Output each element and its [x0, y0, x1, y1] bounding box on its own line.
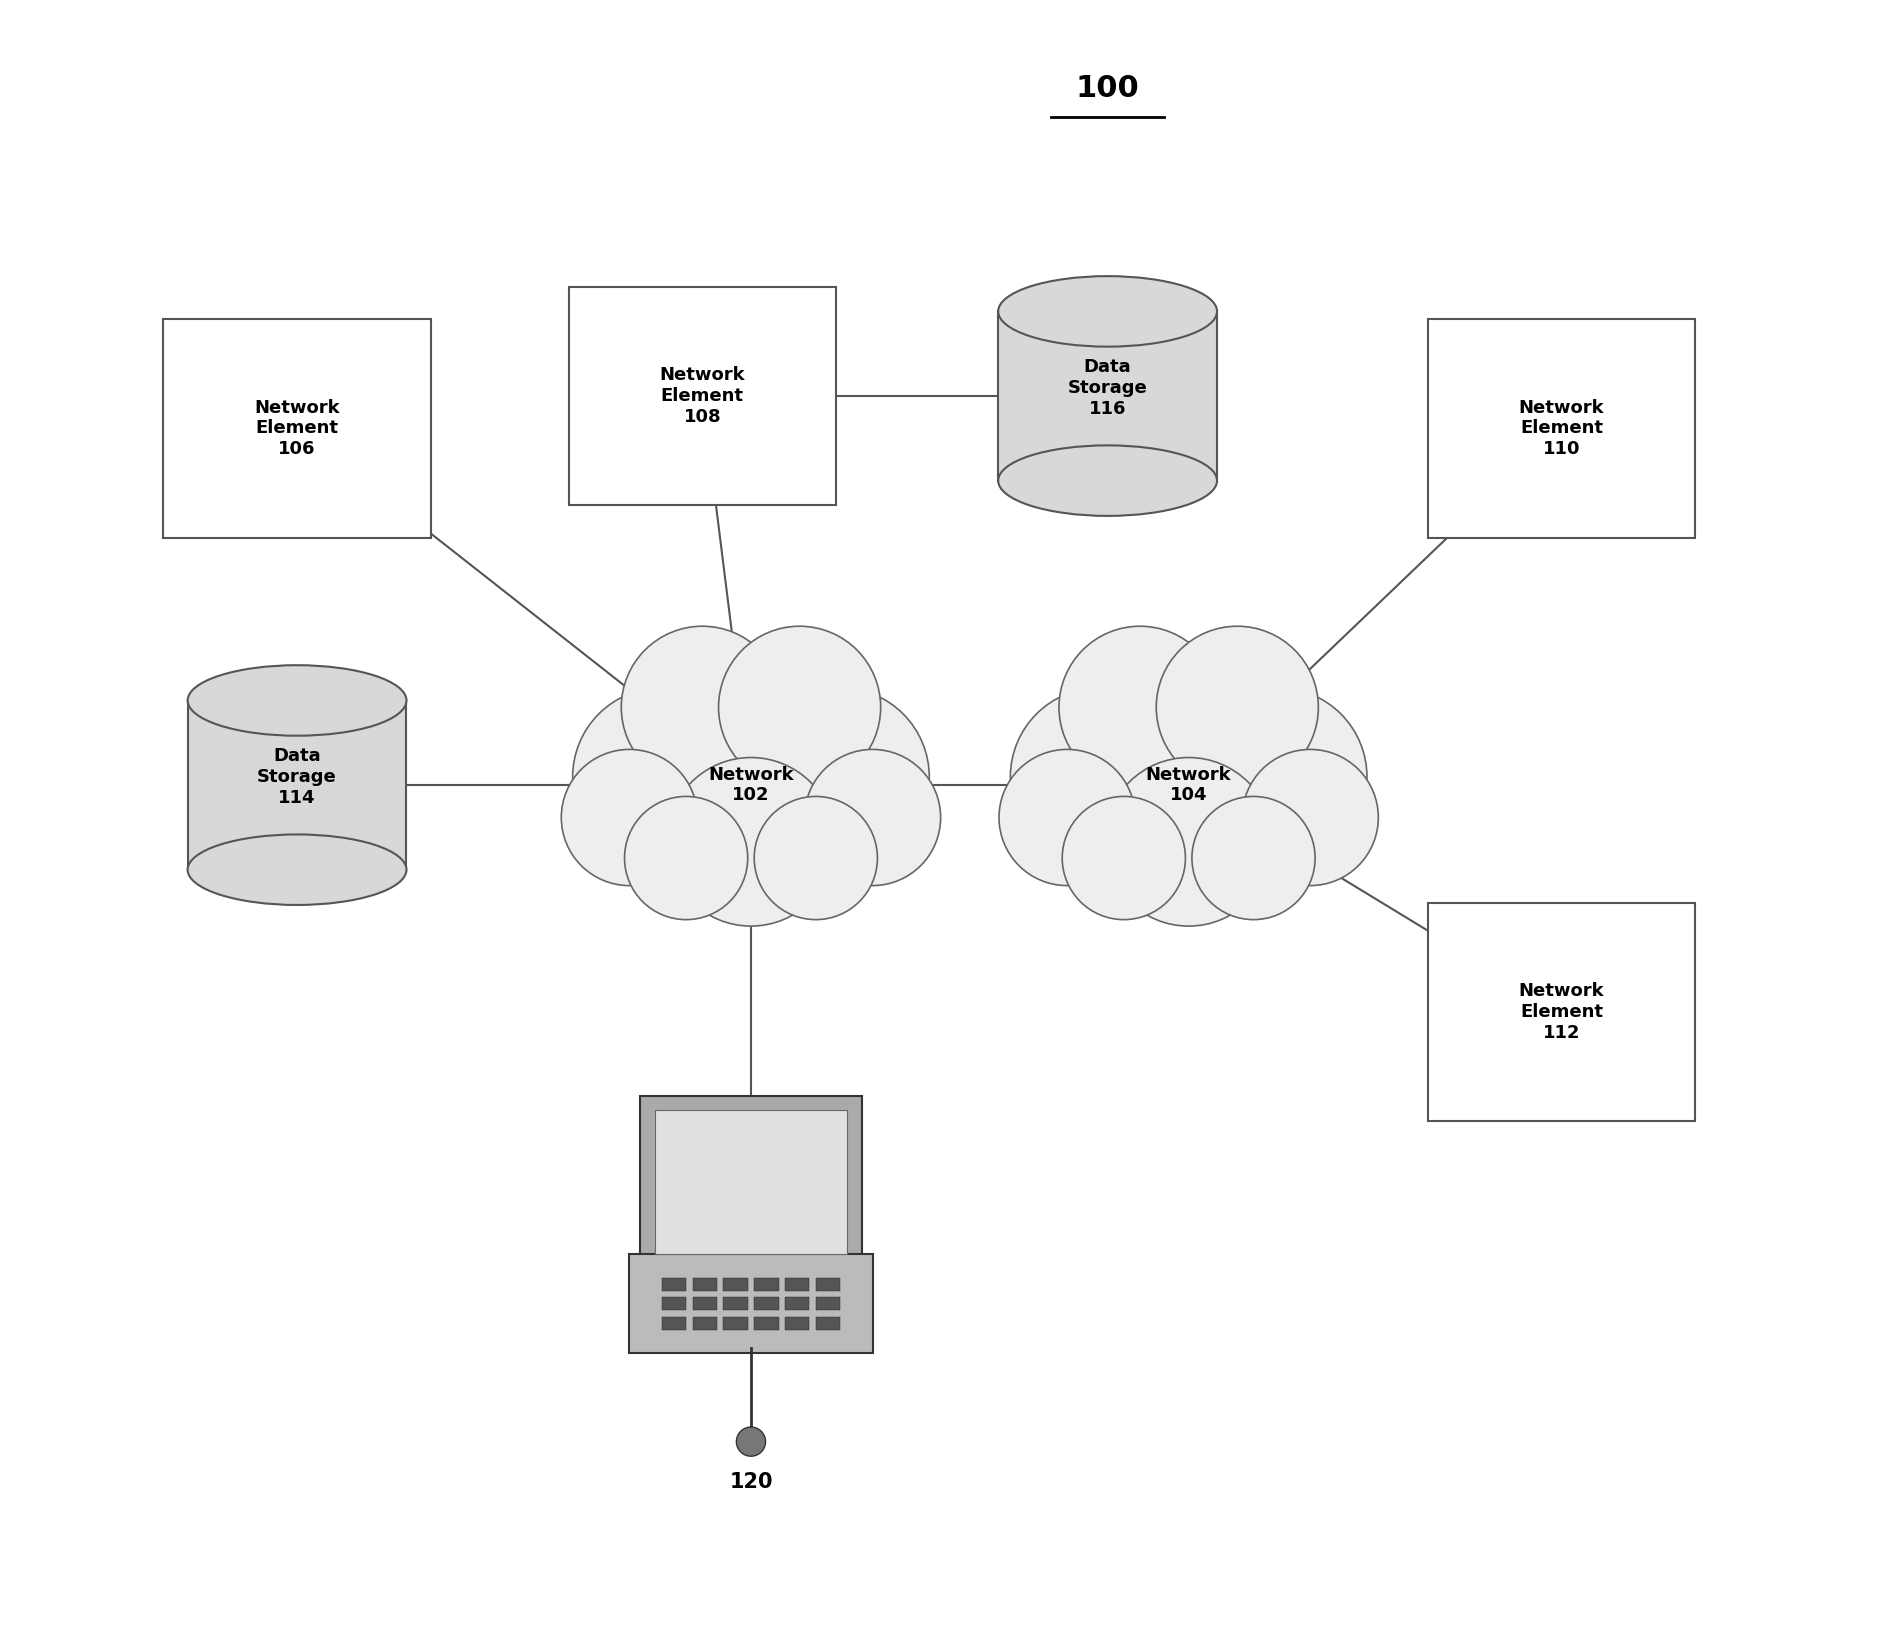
FancyBboxPatch shape — [724, 1297, 747, 1310]
FancyBboxPatch shape — [785, 1279, 809, 1292]
FancyBboxPatch shape — [755, 1297, 779, 1310]
FancyBboxPatch shape — [692, 1297, 717, 1310]
Ellipse shape — [187, 665, 407, 736]
Text: 120: 120 — [730, 1472, 773, 1493]
FancyBboxPatch shape — [815, 1297, 840, 1310]
Ellipse shape — [998, 276, 1218, 347]
FancyBboxPatch shape — [569, 286, 836, 505]
Circle shape — [633, 652, 868, 886]
FancyBboxPatch shape — [815, 1316, 840, 1329]
FancyBboxPatch shape — [639, 1095, 862, 1269]
Circle shape — [998, 749, 1135, 886]
Circle shape — [622, 626, 783, 788]
Circle shape — [719, 626, 881, 788]
Circle shape — [751, 688, 928, 867]
Circle shape — [1189, 688, 1367, 867]
Text: 100: 100 — [1076, 74, 1140, 103]
Circle shape — [736, 1427, 766, 1457]
FancyBboxPatch shape — [785, 1316, 809, 1329]
Circle shape — [562, 749, 698, 886]
Text: Network
Element
106: Network Element 106 — [253, 399, 340, 458]
Circle shape — [573, 688, 751, 867]
Circle shape — [1059, 626, 1222, 788]
FancyBboxPatch shape — [1428, 903, 1694, 1122]
FancyBboxPatch shape — [628, 1254, 874, 1354]
Ellipse shape — [1010, 672, 1367, 899]
Text: Network
104: Network 104 — [1146, 765, 1231, 804]
FancyBboxPatch shape — [662, 1297, 686, 1310]
FancyBboxPatch shape — [1428, 319, 1694, 538]
FancyBboxPatch shape — [692, 1316, 717, 1329]
Circle shape — [668, 757, 836, 925]
Text: Data
Storage
116: Data Storage 116 — [1068, 358, 1148, 417]
Circle shape — [1010, 688, 1189, 867]
FancyBboxPatch shape — [654, 1110, 847, 1254]
Ellipse shape — [573, 672, 928, 899]
Circle shape — [1072, 652, 1305, 886]
FancyBboxPatch shape — [815, 1279, 840, 1292]
Text: Network
102: Network 102 — [707, 765, 794, 804]
Text: Network
Element
110: Network Element 110 — [1518, 399, 1604, 458]
Ellipse shape — [187, 834, 407, 904]
Circle shape — [804, 749, 940, 886]
Circle shape — [1191, 796, 1314, 919]
FancyBboxPatch shape — [163, 319, 431, 538]
FancyBboxPatch shape — [755, 1316, 779, 1329]
Circle shape — [1104, 757, 1273, 925]
FancyBboxPatch shape — [662, 1279, 686, 1292]
FancyBboxPatch shape — [724, 1316, 747, 1329]
FancyBboxPatch shape — [755, 1279, 779, 1292]
FancyBboxPatch shape — [724, 1279, 747, 1292]
Text: Network
Element
108: Network Element 108 — [660, 366, 745, 425]
Circle shape — [755, 796, 877, 919]
Circle shape — [1155, 626, 1318, 788]
Text: Network
Element
112: Network Element 112 — [1518, 983, 1604, 1041]
FancyBboxPatch shape — [662, 1316, 686, 1329]
Text: Data
Storage
114: Data Storage 114 — [257, 747, 337, 806]
Bar — [998, 311, 1218, 481]
Circle shape — [624, 796, 747, 919]
Circle shape — [1242, 749, 1379, 886]
Circle shape — [1063, 796, 1186, 919]
Ellipse shape — [998, 445, 1218, 517]
Bar — [187, 700, 407, 870]
FancyBboxPatch shape — [692, 1279, 717, 1292]
FancyBboxPatch shape — [785, 1297, 809, 1310]
